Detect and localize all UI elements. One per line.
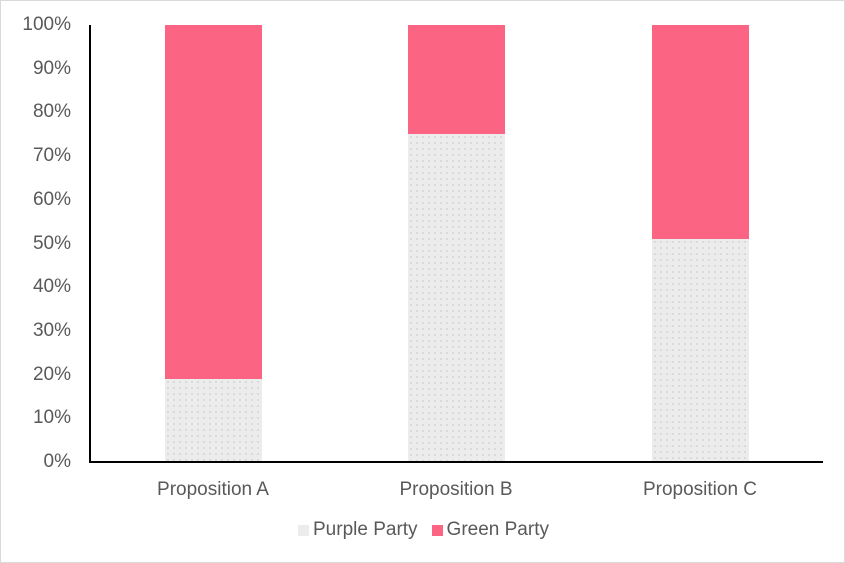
y-tick-label: 0% (43, 451, 71, 472)
y-tick-label: 40% (32, 276, 71, 298)
bar-proposition-a (165, 25, 262, 462)
segment-green-party (408, 25, 505, 135)
segment-purple-party (408, 134, 505, 462)
legend-item: Green Party (431, 519, 549, 541)
legend-label: Green Party (446, 519, 549, 540)
y-tick-label: 10% (32, 407, 71, 429)
legend: Purple Party Green Party (1, 519, 845, 541)
y-axis-line (89, 25, 91, 463)
segment-green-party (165, 25, 262, 379)
bar-proposition-b (408, 25, 505, 462)
y-tick-label: 90% (32, 57, 71, 79)
bar-proposition-c (652, 25, 749, 462)
y-tick-label: 70% (32, 145, 71, 167)
y-tick-label: 80% (32, 101, 71, 123)
segment-green-party (652, 25, 749, 240)
y-tick-label: 30% (32, 319, 71, 341)
segment-purple-party (652, 239, 749, 462)
legend-item: Purple Party (298, 519, 418, 541)
y-tick-label: 20% (32, 363, 71, 385)
legend-swatch-icon (431, 524, 443, 536)
legend-swatch-icon (298, 524, 309, 536)
y-tick-label: 50% (32, 232, 71, 254)
legend-label: Purple Party (313, 519, 418, 540)
y-tick-label: 60% (32, 188, 71, 210)
x-tick-label: Proposition C (642, 479, 758, 500)
x-axis-line (89, 461, 823, 463)
x-tick-label: Proposition A (157, 479, 269, 500)
y-tick-label: 100% (22, 14, 71, 35)
x-tick-label: Proposition B (399, 479, 513, 500)
segment-purple-party (165, 378, 262, 462)
